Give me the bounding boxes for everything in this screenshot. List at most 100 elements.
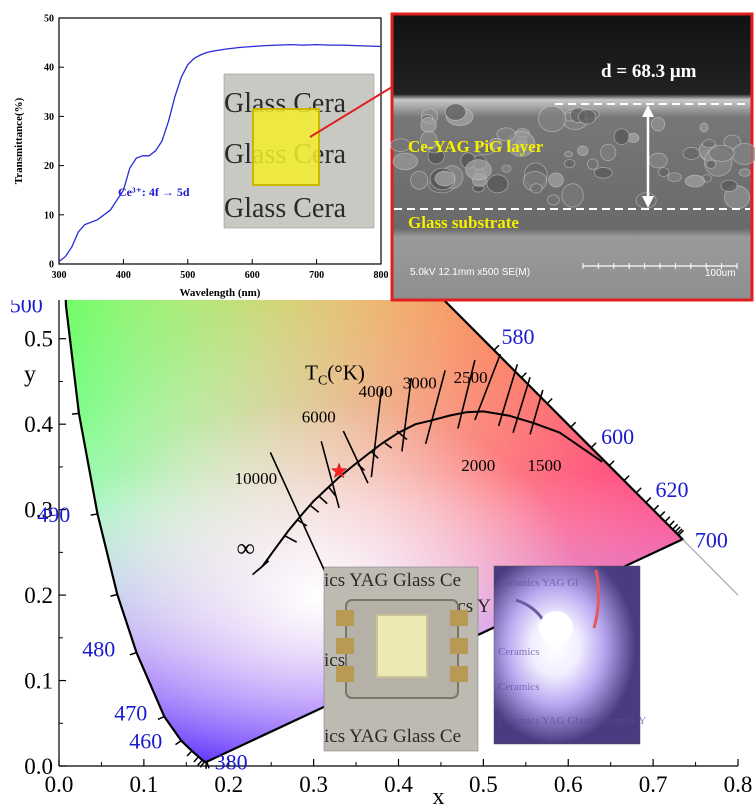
sem-grain <box>732 143 755 164</box>
sem-grain <box>683 147 700 159</box>
sem-grain <box>651 117 664 131</box>
thickness-label: d = 68.3 μm <box>601 61 697 82</box>
cie-x-tick-label: 0.3 <box>299 772 328 797</box>
wavelength-label: 470 <box>114 700 147 725</box>
trans-y-tick-label: 0 <box>49 260 54 271</box>
cie-y-tick-label: 0.0 <box>24 754 53 779</box>
sem-grain <box>721 180 737 191</box>
cct-label: 2500 <box>454 368 488 387</box>
locus-tick <box>646 498 651 503</box>
sem-grain <box>700 123 708 132</box>
cie-x-tick-label: 0.4 <box>384 772 413 797</box>
sem-grain <box>600 144 616 160</box>
sample-photo-text-3: Glass Cera <box>224 193 347 224</box>
locus-tick <box>72 413 79 414</box>
locus-tick <box>669 521 674 526</box>
lit-photo-text-3: Ceramics <box>498 681 540 693</box>
ce-transition-annotation: Ce³⁺: 4f → 5d <box>118 185 190 199</box>
glass-substrate-label: Glass substrate <box>408 213 519 232</box>
locus-tick <box>187 751 192 756</box>
trans-x-tick-label: 700 <box>309 270 324 281</box>
sem-grain <box>562 184 584 207</box>
sem-grain <box>739 169 750 177</box>
cie-y-tick-label: 0.2 <box>24 583 53 608</box>
locus-tick <box>111 594 118 596</box>
sem-grain <box>658 168 669 177</box>
cie-y-tick-label: 0.4 <box>24 412 53 437</box>
locus-tick <box>521 373 526 378</box>
sem-grain <box>588 159 598 170</box>
sem-grain <box>614 129 629 145</box>
locus-tick <box>609 461 614 466</box>
sem-grain <box>702 140 715 148</box>
sem-grain <box>549 173 564 187</box>
lit-photo-text-1: Ceramics YAG Gl <box>498 577 578 589</box>
sem-grain <box>649 153 668 168</box>
locus-tick <box>494 345 499 350</box>
wavelength-label: 490 <box>37 502 70 527</box>
sem-grain <box>578 146 588 156</box>
locus-tick <box>91 514 98 515</box>
sem-grain <box>421 117 437 132</box>
cie-x-tick-label: 0.8 <box>724 772 753 797</box>
locus-tick <box>636 488 641 493</box>
sem-grain <box>487 175 508 193</box>
sem-grain <box>564 159 574 167</box>
locus-tick <box>207 762 209 769</box>
sem-grain <box>435 171 455 186</box>
trans-x-tick-label: 500 <box>180 270 195 281</box>
sem-grain <box>709 145 734 161</box>
cct-label: 6000 <box>302 407 336 426</box>
locus-tick <box>571 422 576 427</box>
locus-tick <box>654 505 659 510</box>
trans-x-tick-label: 400 <box>116 270 131 281</box>
yellow-sample-plate <box>253 109 319 185</box>
trans-y-tick-label: 40 <box>44 63 54 74</box>
cct-label: 1500 <box>527 456 561 475</box>
sem-grain <box>578 110 595 125</box>
locus-tick <box>547 399 552 404</box>
cie-x-tick-label: 0.6 <box>554 772 583 797</box>
locus-tick <box>665 517 670 522</box>
locus-tick <box>673 524 678 529</box>
locus-tick <box>591 443 596 448</box>
lit-led-photo: Ceramics YAG Gl Ceramics Ceramics Cerami… <box>494 566 646 744</box>
scale-bar-label: 100um <box>705 268 736 279</box>
wavelength-label: 600 <box>601 424 634 449</box>
cie-y-tick-label: 0.5 <box>24 327 53 352</box>
lit-photo-text-2: Ceramics <box>498 646 540 658</box>
locus-tick <box>175 741 181 745</box>
trans-x-tick-label: 300 <box>52 270 67 281</box>
cie-x-tick-label: 0.2 <box>214 772 243 797</box>
trans-y-tick-label: 20 <box>44 161 54 172</box>
trans-y-tick-label: 50 <box>44 14 54 25</box>
cct-label: 3000 <box>403 373 437 392</box>
transmittance-y-label: Transmittance(%) <box>13 97 25 184</box>
led-chip-photo: ics YAG Glass Ce ics Y ics ics YAG Glass… <box>324 567 491 751</box>
pig-layer-label: Ce-YAG PiG layer <box>408 137 544 156</box>
sem-grain <box>548 195 560 205</box>
cie-x-tick-label: 0.1 <box>130 772 159 797</box>
sem-grain <box>668 173 682 182</box>
sem-grain <box>538 106 565 131</box>
trans-y-tick-label: 10 <box>44 210 54 221</box>
cie-x-axis-label: x <box>432 784 444 809</box>
lit-photo-text-4: Ceramics YAG Glass Ceramics Y <box>498 715 646 727</box>
wavelength-label: 380 <box>215 750 248 775</box>
led-phosphor-plate <box>377 615 427 677</box>
trans-x-tick-label: 800 <box>374 270 389 281</box>
trans-x-tick-label: 600 <box>245 270 260 281</box>
cct-label: 2000 <box>461 456 495 475</box>
led-photo-text-4: ics YAG Glass Ce <box>324 726 461 747</box>
locus-tick <box>158 717 164 720</box>
trans-y-tick-label: 30 <box>44 112 54 123</box>
cie-x-tick-label: 0.7 <box>639 772 668 797</box>
wavelength-label: 480 <box>82 636 115 661</box>
led-photo-text-1: ics YAG Glass Ce <box>324 570 461 591</box>
sem-grain <box>502 165 511 172</box>
transmittance-x-label: Wavelength (nm) <box>180 287 261 299</box>
cie-y-axis-label: y <box>24 361 36 387</box>
glass-ceramic-sample-photo: Glass Cera Glass Cera Glass Cera <box>224 74 374 228</box>
wavelength-label: 460 <box>129 728 162 753</box>
